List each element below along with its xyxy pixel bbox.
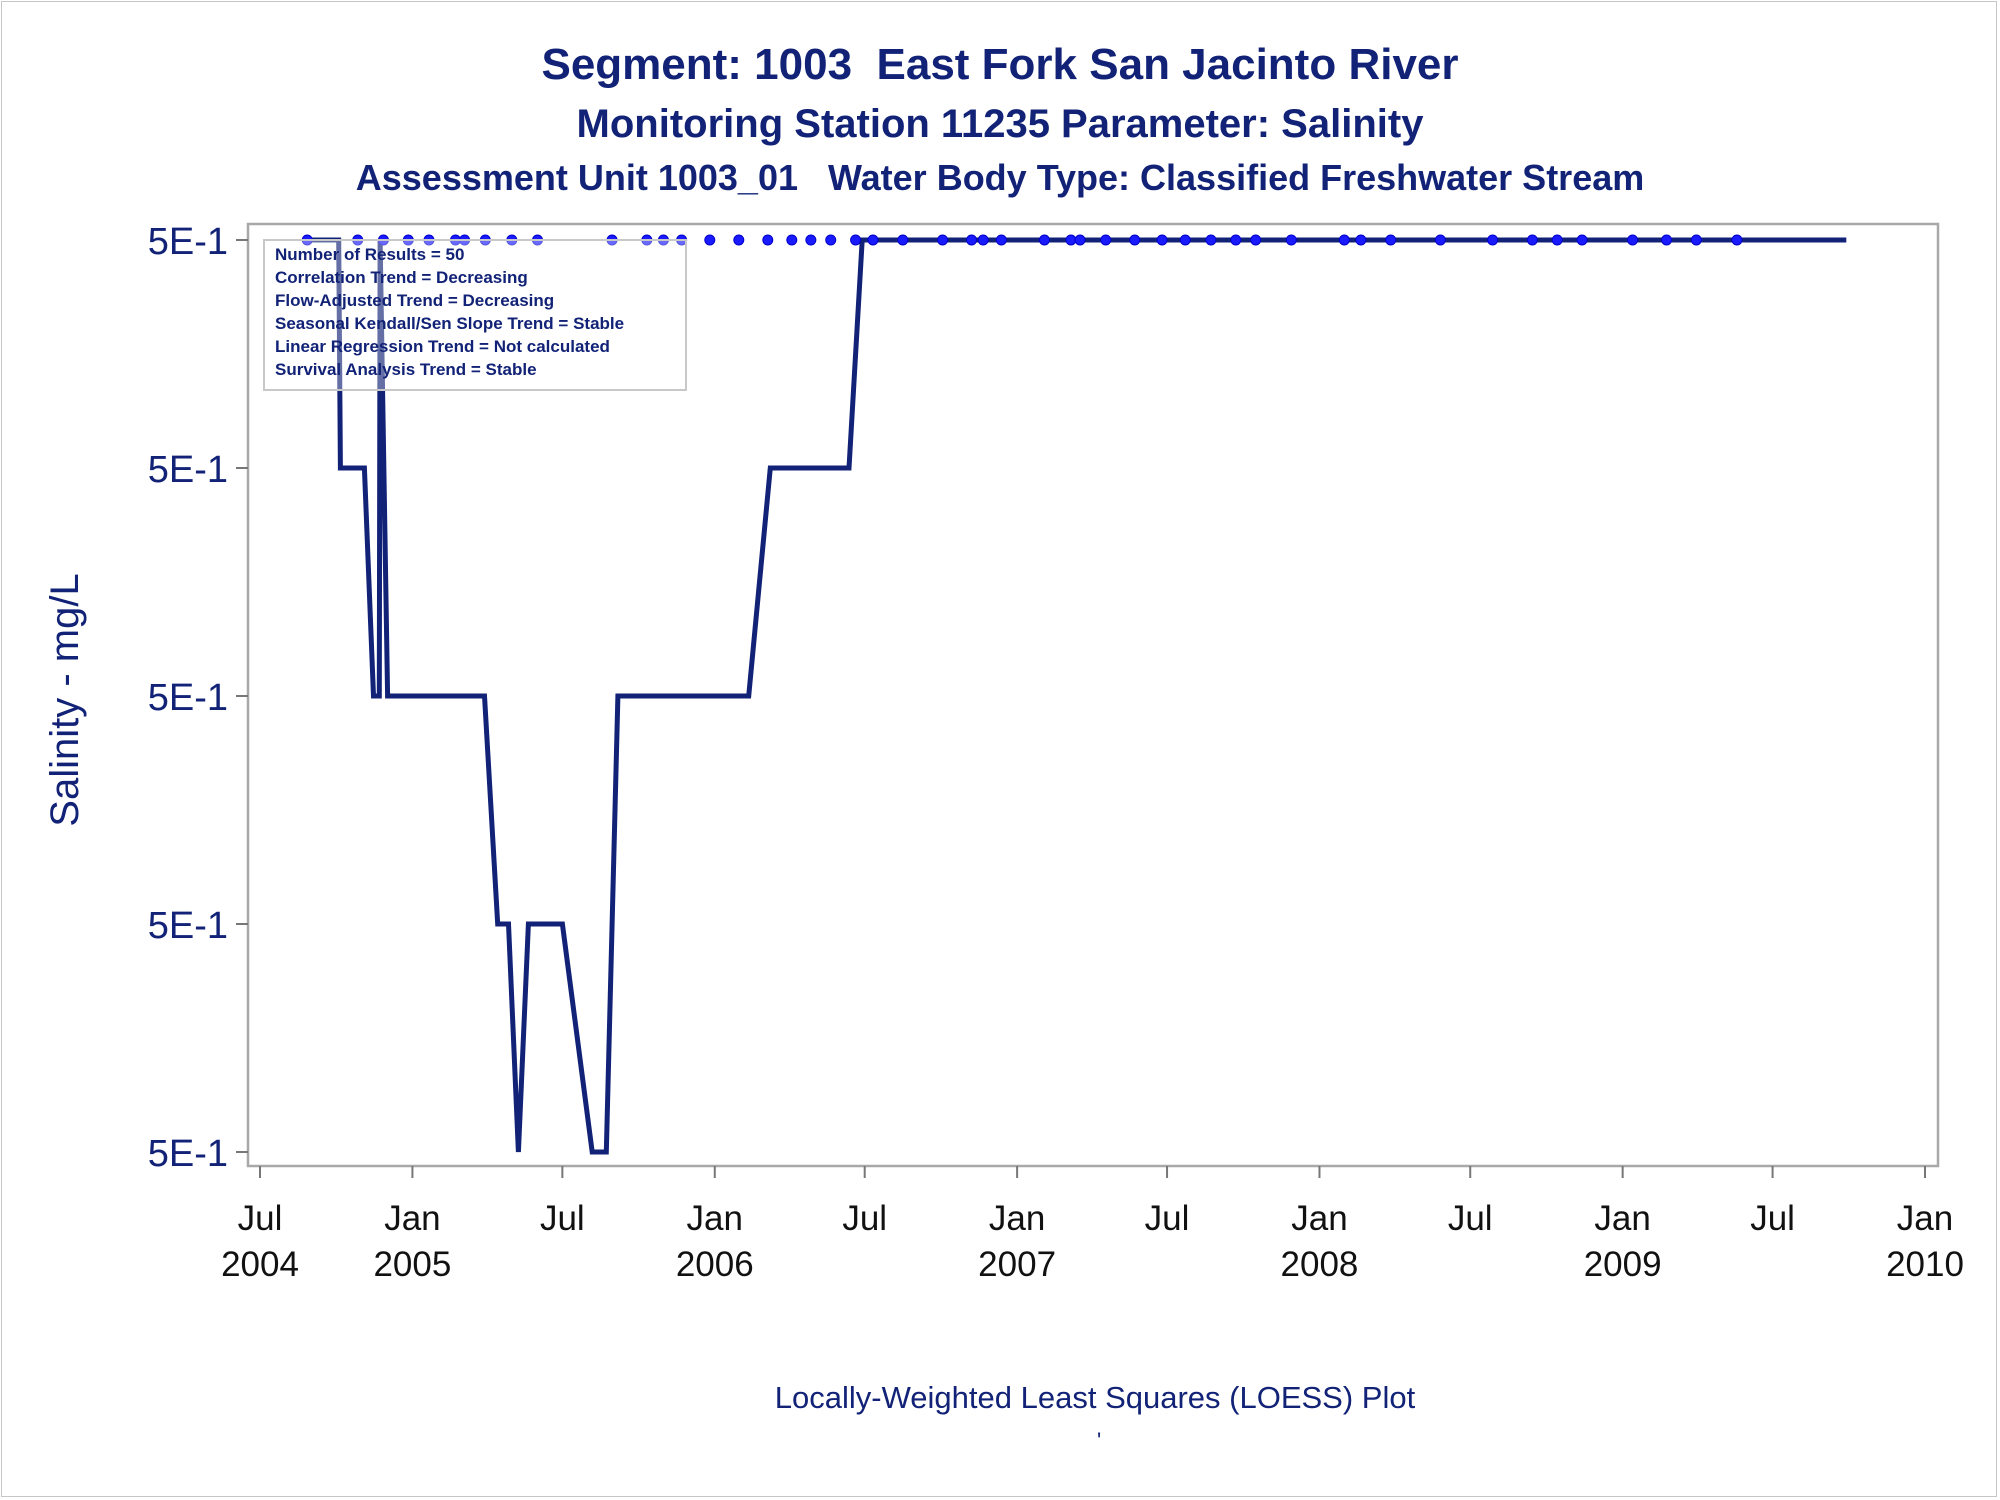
- y-tick-label: 5E-1: [148, 905, 228, 947]
- x-tick-label: Jan: [1897, 1199, 1953, 1238]
- data-point: [704, 234, 716, 246]
- x-tick-label: Jul: [1750, 1199, 1795, 1238]
- x-tick-label: Jul: [238, 1199, 283, 1238]
- y-tick-label: 5E-1: [148, 1133, 228, 1175]
- data-point: [850, 234, 862, 246]
- data-point: [1156, 234, 1168, 246]
- data-point: [786, 234, 798, 246]
- data-point: [762, 234, 774, 246]
- data-point: [1355, 234, 1367, 246]
- loess-line: [307, 237, 1847, 1155]
- data-point: [1551, 234, 1563, 246]
- data-point: [977, 234, 989, 246]
- data-point: [1731, 234, 1743, 246]
- data-point: [966, 234, 978, 246]
- trend-summary-line: Number of Results = 50: [275, 245, 464, 264]
- x-tick-label: Jul: [540, 1199, 585, 1238]
- data-point: [825, 234, 837, 246]
- data-point: [733, 234, 745, 246]
- data-point: [995, 234, 1007, 246]
- x-tick-year-label: 2008: [1281, 1245, 1359, 1284]
- x-tick-label: Jul: [1448, 1199, 1493, 1238]
- data-point: [1576, 234, 1588, 246]
- data-point: [1338, 234, 1350, 246]
- chart-footnote: Locally-Weighted Least Squares (LOESS) P…: [774, 1380, 1416, 1415]
- data-point: [1385, 234, 1397, 246]
- y-tick-label: 5E-1: [148, 221, 228, 263]
- trend-summary-line: Linear Regression Trend = Not calculated: [275, 337, 610, 356]
- x-tick-year-label: 2010: [1886, 1245, 1964, 1284]
- data-point: [1129, 234, 1141, 246]
- data-point: [1627, 234, 1639, 246]
- trend-summary-box: Number of Results = 50 Correlation Trend …: [263, 239, 687, 391]
- x-tick-label: Jan: [989, 1199, 1045, 1238]
- data-point: [1205, 234, 1217, 246]
- trend-summary-line: Survival Analysis Trend = Stable: [275, 360, 537, 379]
- data-point: [867, 234, 879, 246]
- loess-line-layer: [307, 237, 1847, 1155]
- x-tick-label: Jan: [384, 1199, 440, 1238]
- trend-summary-line: Seasonal Kendall/Sen Slope Trend = Stabl…: [275, 314, 624, 333]
- x-tick-label: Jul: [842, 1199, 887, 1238]
- data-point: [1526, 234, 1538, 246]
- data-point: [1065, 234, 1077, 246]
- data-point: [1038, 234, 1050, 246]
- trend-summary-line: Correlation Trend = Decreasing: [275, 268, 528, 287]
- chart-subtitle-2: Assessment Unit 1003_01 Water Body Type:…: [355, 157, 1645, 198]
- trend-summary-line: Flow-Adjusted Trend = Decreasing: [275, 291, 554, 310]
- data-point: [1179, 234, 1191, 246]
- data-point: [937, 234, 949, 246]
- y-axis: 5E-1 5E-1 5E-1 5E-1 5E-1: [148, 221, 248, 1175]
- x-tick-label: Jan: [1291, 1199, 1347, 1238]
- x-tick-label: Jan: [1594, 1199, 1650, 1238]
- chart-title: Segment: 1003 East Fork San Jacinto Rive…: [541, 40, 1459, 89]
- chart-subtitle: Monitoring Station 11235 Parameter: Sali…: [576, 102, 1424, 146]
- data-point: [1487, 234, 1499, 246]
- data-point: [1074, 234, 1086, 246]
- footnote-mark: ': [1097, 1428, 1102, 1453]
- x-tick-year-label: 2007: [978, 1245, 1056, 1284]
- x-tick-year-label: 2006: [676, 1245, 754, 1284]
- x-tick-year-label: 2004: [221, 1245, 299, 1284]
- x-tick-label: Jul: [1145, 1199, 1190, 1238]
- data-point: [1661, 234, 1673, 246]
- x-tick-label: Jan: [687, 1199, 743, 1238]
- trend-summary-frame: [263, 239, 687, 391]
- data-point: [805, 234, 817, 246]
- data-point: [897, 234, 909, 246]
- x-tick-year-label: 2005: [373, 1245, 451, 1284]
- data-point: [1434, 234, 1446, 246]
- data-point: [1100, 234, 1112, 246]
- y-axis-label: Salinity - mg/L: [43, 573, 87, 826]
- data-point: [1690, 234, 1702, 246]
- data-point: [1285, 234, 1297, 246]
- y-tick-label: 5E-1: [148, 449, 228, 491]
- data-point: [1250, 234, 1262, 246]
- plot-area: [246, 222, 1940, 1168]
- x-tick-year-label: 2009: [1584, 1245, 1662, 1284]
- x-axis: Jul 2004 Jan 2005 Jul Jan 2006 Jul Jan 2007 Jul Jan…: [221, 1166, 1964, 1284]
- data-points-layer: [301, 234, 1743, 246]
- y-tick-label: 5E-1: [148, 677, 228, 719]
- data-point: [1230, 234, 1242, 246]
